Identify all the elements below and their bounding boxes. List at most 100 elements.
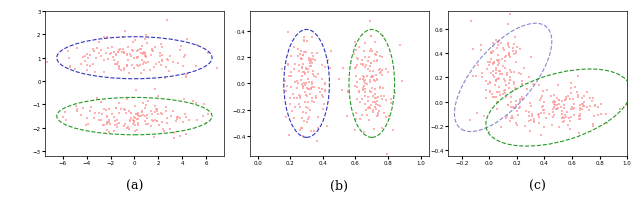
Point [277, 68, 287, 72]
Point [552, 97, 563, 101]
Point [548, 111, 558, 114]
Point [492, 91, 502, 94]
Point [552, 108, 562, 111]
Point [150, 47, 160, 50]
Point [508, 48, 518, 51]
Point [534, 99, 545, 102]
Point [363, 100, 373, 103]
Point [122, 125, 132, 129]
Point [113, 68, 124, 72]
Point [111, 54, 122, 57]
Point [506, 71, 516, 74]
Point [171, 120, 181, 123]
Point [83, 57, 93, 60]
Point [286, 71, 296, 75]
Point [350, 85, 360, 88]
Point [488, 63, 498, 67]
Point [323, 59, 333, 62]
Point [298, 54, 308, 57]
Point [140, 53, 150, 57]
Point [504, 53, 515, 56]
Point [101, 52, 111, 55]
Point [280, 80, 290, 83]
Point [202, 113, 212, 116]
Point [500, 55, 511, 58]
Point [297, 75, 307, 78]
Point [566, 116, 576, 119]
Point [358, 89, 369, 92]
Point [99, 71, 109, 74]
Point [582, 91, 593, 94]
Point [140, 107, 150, 110]
Point [388, 129, 398, 132]
Point [80, 55, 90, 58]
Point [317, 88, 327, 91]
Point [317, 95, 328, 99]
Point [140, 55, 150, 58]
Point [560, 114, 570, 117]
Point [133, 111, 143, 115]
Point [298, 41, 308, 44]
Point [363, 60, 373, 63]
Point [492, 47, 502, 50]
Point [559, 106, 569, 110]
Point [509, 107, 519, 110]
Point [518, 67, 529, 70]
Point [366, 76, 376, 79]
Point [365, 81, 375, 85]
Point [588, 122, 598, 126]
Point [72, 47, 82, 51]
Point [472, 112, 482, 115]
Point [566, 108, 577, 112]
Point [138, 53, 148, 56]
Point [148, 120, 158, 123]
Point [365, 90, 376, 94]
Point [159, 129, 169, 132]
Point [172, 116, 182, 119]
Point [300, 82, 310, 85]
Point [180, 75, 191, 78]
Point [342, 90, 353, 93]
Point [483, 83, 493, 86]
Point [104, 121, 114, 124]
Point [140, 120, 150, 123]
Point [493, 60, 504, 63]
Point [379, 95, 389, 98]
Point [305, 62, 315, 65]
Point [298, 71, 308, 74]
Point [65, 66, 76, 69]
Point [552, 104, 562, 107]
Point [78, 107, 88, 110]
Point [151, 108, 161, 111]
Point [129, 40, 140, 43]
Point [202, 52, 212, 56]
Point [122, 53, 132, 56]
Point [365, 35, 376, 38]
Point [292, 80, 302, 83]
Point [107, 113, 117, 116]
Point [320, 67, 330, 70]
Point [282, 31, 292, 34]
Point [90, 112, 100, 115]
Point [109, 116, 120, 119]
Point [501, 96, 511, 99]
Point [486, 58, 496, 62]
Point [367, 87, 378, 90]
Point [577, 108, 587, 111]
Point [140, 114, 150, 118]
Point [307, 55, 317, 59]
Point [121, 112, 131, 115]
Point [369, 128, 380, 131]
Point [109, 124, 120, 127]
Point [298, 85, 308, 88]
Point [500, 56, 510, 59]
Point [492, 72, 502, 75]
Point [114, 49, 124, 52]
Point [282, 85, 292, 88]
Point [105, 53, 115, 56]
Point [383, 71, 393, 75]
Point [504, 52, 514, 55]
Point [533, 113, 543, 117]
Point [481, 80, 492, 84]
Point [157, 113, 167, 116]
